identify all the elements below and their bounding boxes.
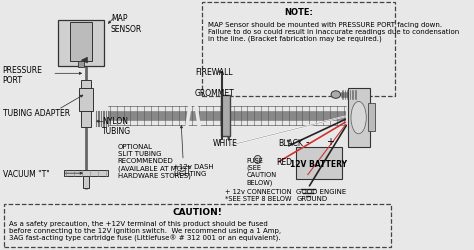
Bar <box>78 62 84 68</box>
Bar <box>202 3 394 96</box>
Ellipse shape <box>254 156 261 164</box>
Text: -: - <box>306 136 310 146</box>
Text: 12V BATTERY: 12V BATTERY <box>291 159 347 168</box>
Text: MAP
SENSOR: MAP SENSOR <box>111 14 142 34</box>
Ellipse shape <box>331 92 341 99</box>
Text: GOOD ENGINE
GROUND: GOOD ENGINE GROUND <box>296 188 346 201</box>
Text: +: + <box>327 136 334 146</box>
Text: NYLON
TUBING: NYLON TUBING <box>102 116 131 136</box>
Bar <box>368 104 375 131</box>
Bar <box>64 170 108 176</box>
Text: RED: RED <box>276 157 292 166</box>
Text: OPTIONAL
SLIT TUBING
RECOMMENDED
(AVAILABLE AT MOST
HARDWARE STORES): OPTIONAL SLIT TUBING RECOMMENDED (AVAILA… <box>118 144 191 178</box>
Bar <box>70 23 92 62</box>
Text: + 12v CONNECTION
*SEE STEP 8 BELOW: + 12v CONNECTION *SEE STEP 8 BELOW <box>225 188 291 201</box>
Text: BLACK: BLACK <box>278 139 302 148</box>
Text: FIREWALL: FIREWALL <box>195 68 233 77</box>
Text: MAP Sensor should be mounted with PRESSURE PORT facing down.
Failure to do so co: MAP Sensor should be mounted with PRESSU… <box>208 22 459 42</box>
Text: FUSE
(SEE
CAUTION
BELOW): FUSE (SEE CAUTION BELOW) <box>246 157 277 185</box>
Text: GROMMET: GROMMET <box>195 89 235 98</box>
Bar <box>79 89 93 111</box>
Text: +12v DASH
LIGHTING: +12v DASH LIGHTING <box>173 164 214 176</box>
Bar <box>221 95 229 136</box>
Text: NOTE:: NOTE: <box>284 8 313 17</box>
Bar <box>81 80 91 89</box>
Bar <box>4 204 391 247</box>
Text: PRESSURE
PORT: PRESSURE PORT <box>3 65 43 85</box>
Bar <box>296 148 342 180</box>
Bar <box>83 176 89 188</box>
Text: WHITE: WHITE <box>212 139 237 148</box>
Text: TUBING ADAPTER: TUBING ADAPTER <box>3 109 70 118</box>
Ellipse shape <box>351 102 366 134</box>
Bar <box>81 111 91 128</box>
Bar <box>58 20 104 66</box>
Text: VACUUM "T": VACUUM "T" <box>3 169 49 178</box>
Text: CAUTION!: CAUTION! <box>172 208 222 216</box>
Text: As a safety precaution, the +12V terminal of this product should be fused
before: As a safety precaution, the +12V termina… <box>9 220 281 241</box>
Bar <box>348 89 370 148</box>
